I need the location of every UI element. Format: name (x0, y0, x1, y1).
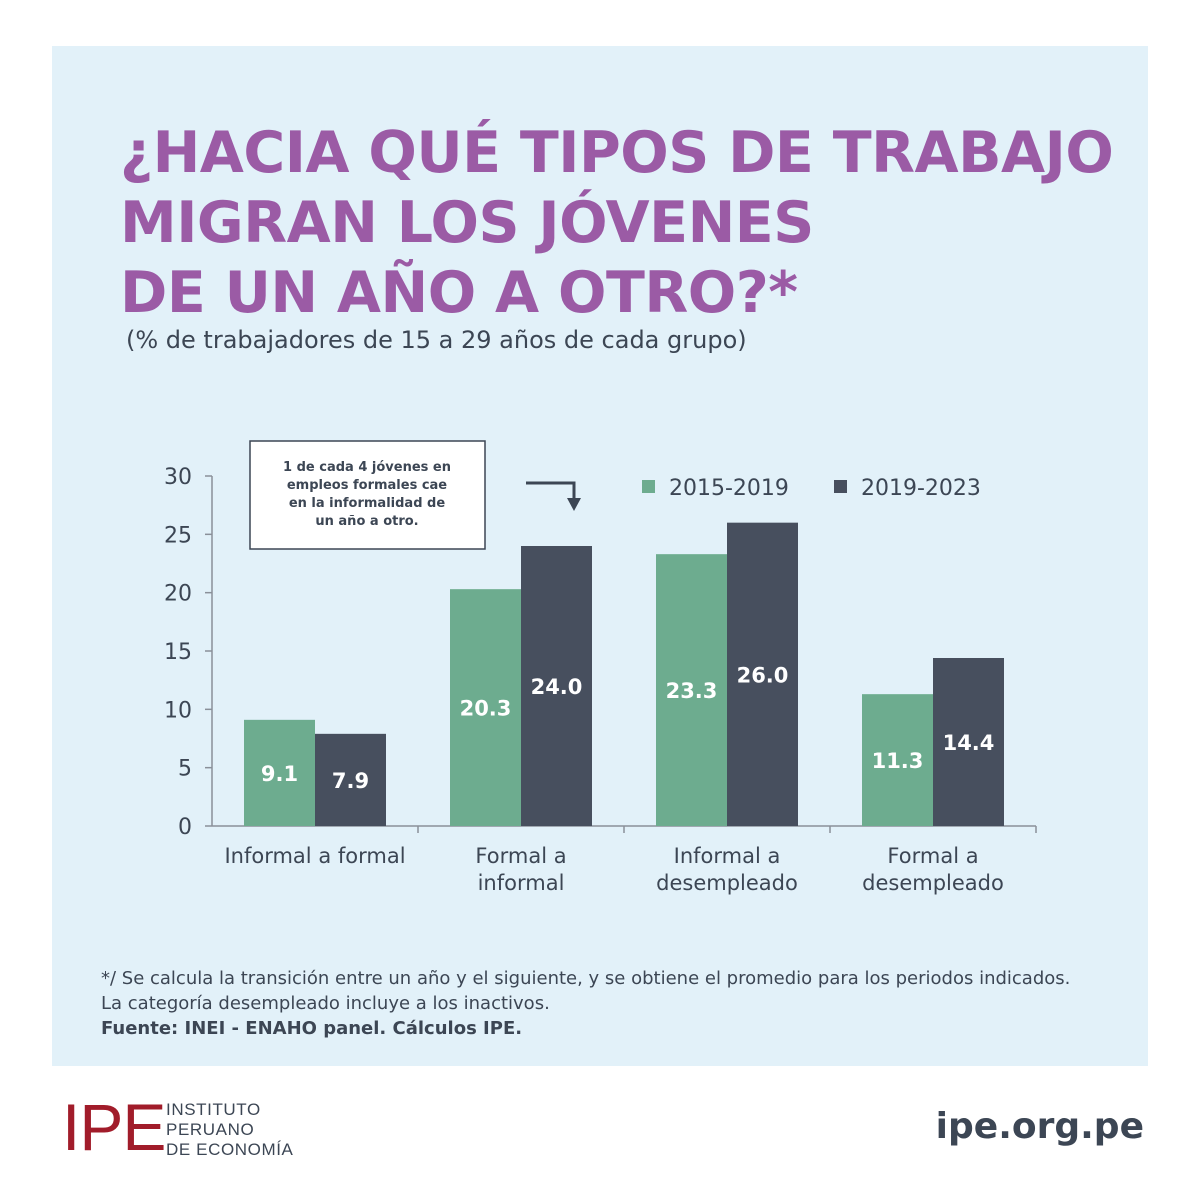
x-category-label: informal (478, 871, 565, 895)
y-tick-label: 30 (164, 465, 192, 490)
annotation-text: empleos formales cae (287, 478, 447, 493)
logo-text: INSTITUTO PERUANO DE ECONOMÍA (166, 1100, 294, 1160)
title-line: MIGRAN LOS JÓVENES (120, 190, 814, 256)
footnote-line: */ Se calcula la transición entre un año… (101, 968, 1071, 989)
annotation-text: en la informalidad de (289, 496, 446, 511)
annotation-text: 1 de cada 4 jóvenes en (283, 460, 451, 475)
chart-subtitle: (% de trabajadores de 15 a 29 años de ca… (126, 326, 747, 354)
logo-mark: IPE (62, 1090, 166, 1164)
footnote: */ Se calcula la transición entre un año… (101, 966, 1121, 1041)
annotation-text: un año a otro. (315, 514, 418, 529)
legend-label: 2015-2019 (669, 476, 789, 501)
bar-value-label: 14.4 (943, 731, 995, 755)
y-tick-label: 20 (164, 582, 192, 607)
bar (727, 522, 798, 826)
bar-value-label: 24.0 (531, 675, 583, 699)
bar-value-label: 20.3 (460, 697, 512, 721)
bar (450, 589, 521, 826)
title-line: DE UN AÑO A OTRO?* (120, 260, 798, 326)
logo-text-line: PERUANO (166, 1120, 255, 1139)
logo-text-line: DE ECONOMÍA (166, 1140, 294, 1159)
bar (315, 733, 386, 826)
logo-text-line: INSTITUTO (166, 1100, 261, 1119)
annotation-arrowhead (567, 498, 581, 511)
bar (244, 719, 315, 826)
x-category-label: Formal a (475, 844, 566, 868)
bar-value-label: 7.9 (332, 769, 369, 793)
website-link[interactable]: ipe.org.pe (935, 1106, 1144, 1147)
bar-value-label: 11.3 (872, 749, 924, 773)
bar (656, 554, 727, 826)
bar (933, 658, 1004, 826)
x-category-label: Informal a (674, 844, 781, 868)
legend-swatch (834, 480, 847, 493)
x-category-label: Informal a formal (224, 844, 405, 868)
x-category-label: desempleado (656, 871, 798, 895)
y-tick-label: 5 (178, 757, 192, 782)
infographic-panel (52, 46, 1148, 1066)
annotation-arrow (526, 481, 576, 500)
bar (521, 546, 592, 826)
footnote-line: La categoría desempleado incluye a los i… (101, 993, 550, 1014)
annotation-box (249, 440, 486, 550)
y-tick-label: 15 (164, 640, 192, 665)
x-category-label: desempleado (862, 871, 1004, 895)
y-tick-label: 25 (164, 523, 192, 548)
source-note: Fuente: INEI - ENAHO panel. Cálculos IPE… (101, 1018, 523, 1039)
y-tick-label: 10 (164, 698, 192, 723)
infographic-title: ¿HACIA QUÉ TIPOS DE TRABAJO MIGRAN LOS J… (120, 118, 1120, 328)
legend-label: 2019-2023 (861, 476, 981, 501)
bar-value-label: 9.1 (261, 762, 298, 786)
bar (862, 694, 933, 826)
title-line: ¿HACIA QUÉ TIPOS DE TRABAJO (120, 120, 1114, 186)
legend-swatch (642, 480, 655, 493)
y-tick-label: 0 (178, 815, 192, 840)
bar-value-label: 23.3 (666, 679, 718, 703)
bar-value-label: 26.0 (737, 663, 789, 687)
x-category-label: Formal a (887, 844, 978, 868)
